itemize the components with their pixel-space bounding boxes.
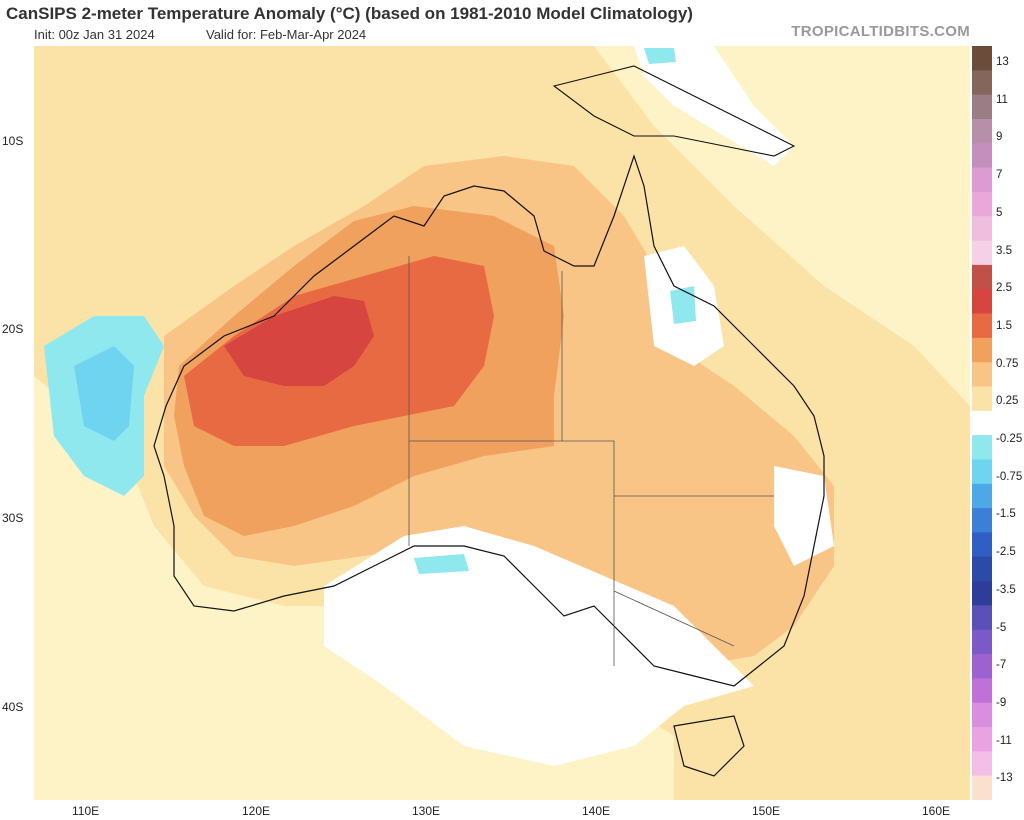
legend-swatch [972,118,992,144]
lat-label-20s: 20S [2,322,24,336]
legend-label: 1.5 [996,319,1012,332]
legend-label: 0.75 [996,357,1019,370]
legend-label: -13 [996,772,1013,785]
anomaly-band-core [224,296,374,386]
legend-swatch [972,678,992,704]
legend-label: -7 [996,659,1007,672]
legend-swatch [972,727,992,752]
temperature-anomaly-map [34,46,970,800]
legend-swatch [972,94,992,120]
legend-swatch [972,459,992,485]
valid-period: Valid for: Feb-Mar-Apr 2024 [206,27,367,42]
lon-label-140e: 140E [582,804,611,818]
anomaly-neutral-south [324,526,754,766]
legend-swatch [972,386,992,412]
legend-swatch [972,508,992,533]
legend-label: 13 [996,56,1009,68]
legend-swatch [972,605,992,631]
legend-label: 0.25 [996,395,1019,408]
legend-label: -0.75 [996,470,1023,483]
legend-label: 5 [996,206,1003,219]
legend-swatch [972,337,992,363]
legend-label: -1.5 [996,508,1016,521]
legend-swatch [972,751,992,777]
legend-swatch [972,362,992,388]
legend-label: -3.5 [996,583,1016,596]
legend-swatch [972,532,992,558]
legend-swatch [972,483,992,509]
legend-label: -0.25 [996,433,1023,445]
lon-label-150e: 150E [752,804,781,818]
legend-swatch [972,313,992,339]
legend-swatch [972,264,992,290]
legend-swatch [972,289,992,315]
lon-label-160e: 160E [922,804,951,818]
map-header: CanSIPS 2-meter Temperature Anomaly (°C)… [0,0,1024,46]
map-title: CanSIPS 2-meter Temperature Anomaly (°C)… [6,4,693,23]
legend-swatch [972,240,992,266]
legend-label: 3.5 [996,244,1012,257]
legend-swatch [972,46,992,71]
anomaly-cool-bight [414,554,469,574]
legend-swatch [972,775,992,800]
lat-label-40s: 40S [2,700,24,714]
legend-label: 2.5 [996,282,1012,295]
legend-label: 9 [996,131,1003,144]
legend-swatch [972,410,992,436]
anomaly-cool-queensland [670,286,696,324]
legend-swatch [972,629,992,655]
anomaly-cool-new-guinea [644,48,676,64]
legend-swatch [972,167,992,193]
legend-swatch [972,654,992,679]
color-legend [972,46,992,800]
legend-label: -2.5 [996,546,1016,559]
legend-swatch [972,702,992,728]
site-watermark: TROPICALTIDBITS.COM [791,23,970,40]
tasmania-outline [673,715,745,777]
anomaly-cool-west-core [74,346,134,441]
legend-label: 7 [996,169,1003,182]
legend-swatch [972,435,992,460]
legend-label: -5 [996,621,1007,634]
new-guinea-outline [552,65,796,157]
state-borders [408,256,774,666]
lon-label-110e: 110E [72,804,100,818]
australia-coastline [153,154,825,687]
legend-label: -11 [996,734,1012,747]
legend-label: 11 [996,93,1008,106]
lon-label-130e: 130E [412,804,441,818]
legend-swatch [972,70,992,96]
lon-label-120e: 120E [242,804,271,818]
legend-swatch [972,556,992,582]
anomaly-neutral-southeast [774,466,834,566]
legend-swatch [972,191,992,217]
legend-swatch [972,216,992,242]
legend-swatch [972,581,992,606]
lat-label-30s: 30S [2,511,24,525]
legend-label: -9 [996,696,1007,709]
legend-swatch [972,143,992,169]
init-time: Init: 00z Jan 31 2024 [34,27,155,42]
lat-label-10s: 10S [2,134,24,148]
